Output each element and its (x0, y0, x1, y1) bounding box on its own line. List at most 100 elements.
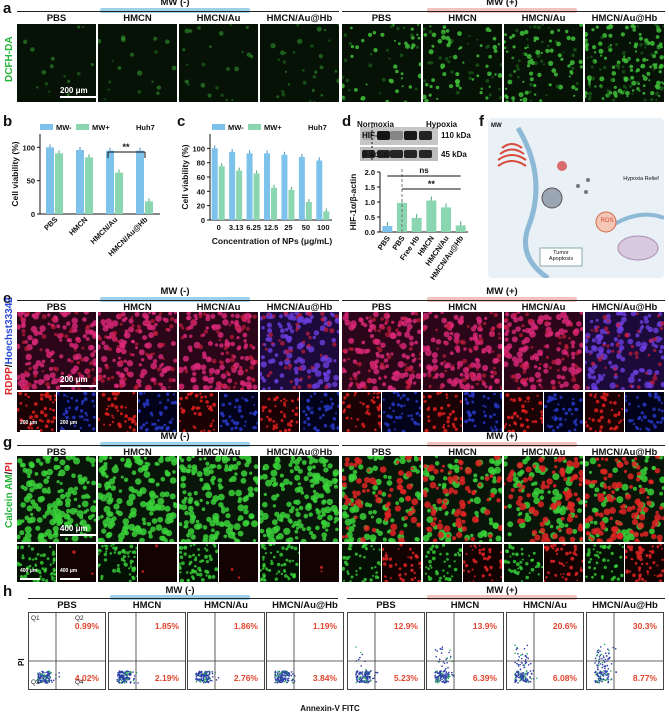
bar (229, 151, 236, 220)
legend-swatch (40, 124, 53, 130)
mw-minus-bar (100, 442, 250, 447)
panel-label-b: b (3, 113, 13, 130)
panel-label-f: f (479, 113, 484, 130)
rdpp-merge-image-cells (260, 312, 339, 390)
calcein-green-channel-cells (98, 544, 137, 582)
y-tick-label: 50 (27, 177, 35, 186)
y-tick-label: 20 (197, 202, 205, 211)
group-header: HMCN/Au (521, 447, 566, 458)
pi-red-channel (544, 544, 583, 582)
flow-quadrant-label: Q4 (75, 679, 84, 686)
live-dead-merge-image (423, 456, 502, 542)
flow-quadrant-label: Q2 (75, 615, 84, 622)
mw-plus-bar (427, 8, 577, 13)
live-dead-merge-image-cells (17, 456, 96, 542)
rdpp-red-channel-cells (423, 392, 462, 432)
group-header: HMCN/Au@Hb (591, 302, 658, 313)
group-header: HMCN/Au@Hb (266, 13, 333, 24)
live-dead-merge-image-cells (342, 456, 421, 542)
flow-q2-percent: 1.19% (312, 621, 337, 631)
pi-red-channel-cells (141, 544, 158, 573)
bar (211, 148, 218, 220)
flow-header-rule-right (347, 598, 665, 599)
group-header: PBS (371, 447, 392, 458)
significance-label: ** (122, 142, 130, 152)
flow-q4-percent: 2.76% (233, 673, 258, 683)
flow-scatter-points (267, 613, 343, 689)
x-tick-label: 100 (317, 223, 330, 232)
rdpp-merge-image-cells (342, 312, 421, 390)
x-axis-title: Concentration of NPs (μg/mL) (212, 236, 333, 246)
bar (305, 202, 312, 220)
y-tick-label: 0.5 (365, 213, 375, 222)
rdpp-merge-image (260, 312, 339, 390)
calcein-stain-label: Calcein AM/PI (4, 462, 15, 528)
flow-q2-percent: 13.9% (472, 621, 497, 631)
flow-group-header: PBS (57, 600, 77, 611)
blot-band-hif (390, 131, 403, 140)
group-header: PBS (371, 302, 392, 313)
y-tick-label: 0.0 (365, 228, 375, 237)
blot-band-hif (362, 131, 375, 140)
hoechst-blue-channel (219, 392, 258, 432)
y-tick-label: 1.5 (365, 183, 375, 192)
panel-label-h: h (3, 583, 13, 600)
flow-q4-percent: 8.77% (632, 673, 657, 683)
hoechst-blue-channel-cells (625, 392, 664, 432)
rdpp-red-channel (504, 392, 543, 432)
pi-red-channel-cells (463, 544, 502, 582)
legend-label: MW- (228, 123, 244, 132)
bar (323, 211, 330, 220)
blot-band-actin (404, 150, 417, 158)
mw-minus-label: MW (-) (160, 0, 190, 8)
y-tick-label: 0 (201, 216, 205, 225)
bar (55, 153, 63, 214)
y-axis-title: Cell viability (%) (180, 144, 190, 209)
flow-q2-percent: 30.3% (632, 621, 657, 631)
live-dead-merge-image (17, 456, 96, 542)
group-header: HMCN (123, 302, 152, 313)
flow-xlabel: Annexin-V FITC (300, 704, 360, 713)
blot-band-actin (390, 150, 403, 158)
header-rule-right (342, 11, 665, 12)
legend-label: MW+ (92, 123, 110, 132)
dcfh-image (260, 24, 339, 102)
scale-bar-e-line (60, 385, 96, 387)
rdpp-merge-image (17, 312, 96, 390)
pi-red-channel-cells (230, 568, 241, 579)
flow-header-rule-left (28, 598, 338, 599)
group-header: HMCN/Au@Hb (266, 302, 333, 313)
calcein-green-channel (504, 544, 543, 582)
rdpp-red-channel (585, 392, 624, 432)
panel-label-e: e (3, 290, 12, 307)
dcfh-image (504, 24, 583, 102)
y-axis-title: HIF-1α/β-actin (348, 174, 358, 231)
flow-scatter-points (427, 613, 503, 689)
rdpp-merge-image-cells (179, 312, 258, 390)
live-dead-merge-image (504, 456, 583, 542)
live-dead-merge-image (342, 456, 421, 542)
rdpp-merge-image (342, 312, 421, 390)
flow-group-header: HMCN/Au@Hb (272, 600, 338, 611)
dcfh-image-cells (98, 35, 177, 101)
live-dead-merge-image-cells (98, 456, 177, 542)
rdpp-merge-image (98, 312, 177, 390)
x-tick-label: PBS (42, 215, 59, 232)
rdpp-red-channel-cells (504, 393, 543, 432)
significance-label: ** (428, 179, 436, 189)
mw-minus-label: MW (-) (160, 286, 190, 297)
bar (455, 225, 466, 232)
blot-band-hif (419, 131, 432, 140)
live-dead-merge-image-cells (260, 456, 339, 542)
flow-group-header: PBS (376, 600, 396, 611)
rdpp-stain-label: RDPP/Hoechst33342 (4, 297, 15, 395)
panel-label-g: g (3, 434, 13, 451)
rdpp-merge-image-cells (98, 312, 177, 390)
blot-band-hif (377, 131, 390, 140)
x-tick-label: HMCN/Au (89, 215, 120, 246)
group-header: HMCN/Au@Hb (591, 447, 658, 458)
calcein-green-channel-cells (504, 544, 543, 582)
dcfh-stain-label: DCFH-DA (4, 36, 15, 82)
group-header: HMCN (448, 447, 477, 458)
normoxia-label: Normoxia (357, 120, 394, 129)
